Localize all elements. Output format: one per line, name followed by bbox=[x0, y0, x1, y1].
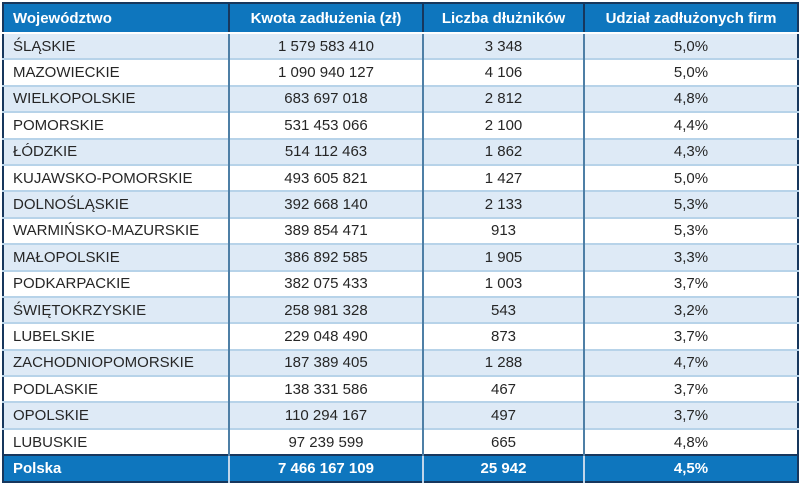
cell-udzial-zadluzonych-firm: 5,3% bbox=[583, 216, 798, 245]
cell-udzial-zadluzonych-firm: 5,0% bbox=[583, 33, 798, 60]
cell-wojewodztwo: WARMIŃSKO-MAZURSKIE bbox=[3, 216, 229, 245]
table-row: LUBELSKIE 229 048 490 873 3,7% bbox=[3, 322, 798, 350]
cell-udzial-zadluzonych-firm: 4,8% bbox=[583, 84, 798, 113]
table-row: ZACHODNIOPOMORSKIE 187 389 405 1 288 4,7% bbox=[3, 348, 798, 377]
cell-liczba-dluznikow: 665 bbox=[422, 427, 584, 456]
cell-wojewodztwo: KUJAWSKO-POMORSKIE bbox=[3, 163, 229, 192]
cell-udzial-zadluzonych-firm: 5,0% bbox=[583, 163, 798, 192]
cell-kwota-zadluzenia: 382 075 433 bbox=[228, 269, 423, 297]
cell-liczba-dluznikow: 1 427 bbox=[422, 163, 584, 192]
cell-wojewodztwo: MAŁOPOLSKIE bbox=[3, 243, 229, 271]
cell-wojewodztwo: PODLASKIE bbox=[3, 375, 229, 403]
cell-udzial-zadluzonych-firm: 5,0% bbox=[583, 58, 798, 86]
table-row: WARMIŃSKO-MAZURSKIE 389 854 471 913 5,3% bbox=[3, 216, 798, 245]
cell-udzial-zadluzonych-firm: 3,7% bbox=[583, 269, 798, 297]
cell-liczba-dluznikow: 873 bbox=[422, 322, 584, 350]
cell-kwota-zadluzenia: 392 668 140 bbox=[228, 190, 423, 218]
table-footer: Polska 7 466 167 109 25 942 4,5% bbox=[3, 454, 798, 483]
cell-liczba-dluznikow: 3 348 bbox=[422, 33, 584, 60]
header-row: Województwo Kwota zadłużenia (zł) Liczba d… bbox=[3, 3, 798, 34]
cell-wojewodztwo: DOLNOŚLĄSKIE bbox=[3, 190, 229, 218]
cell-wojewodztwo: ŚWIĘTOKRZYSKIE bbox=[3, 295, 229, 324]
cell-kwota-zadluzenia: 386 892 585 bbox=[228, 243, 423, 271]
cell-kwota-zadluzenia: 683 697 018 bbox=[228, 84, 423, 113]
cell-udzial-zadluzonych-firm: 4,7% bbox=[583, 348, 798, 377]
cell-kwota-zadluzenia: 1 090 940 127 bbox=[228, 58, 423, 86]
cell-udzial-zadluzonych-firm: 3,7% bbox=[583, 401, 798, 429]
cell-liczba-dluznikow: 4 106 bbox=[422, 58, 584, 86]
cell-liczba-dluznikow: 467 bbox=[422, 375, 584, 403]
cell-kwota-zadluzenia: 110 294 167 bbox=[228, 401, 423, 429]
cell-udzial-zadluzonych-firm: 3,2% bbox=[583, 295, 798, 324]
table-row: ŚLĄSKIE 1 579 583 410 3 348 5,0% bbox=[3, 33, 798, 60]
cell-liczba-dluznikow: 1 288 bbox=[422, 348, 584, 377]
debt-table: Województwo Kwota zadłużenia (zł) Liczba d… bbox=[2, 2, 799, 484]
cell-kwota-zadluzenia: 531 453 066 bbox=[228, 111, 423, 139]
cell-liczba-dluznikow: 1 905 bbox=[422, 243, 584, 271]
total-cell-wojewodztwo: Polska bbox=[3, 454, 229, 483]
column-header-udzial-zadluzonych-firm: Udział zadłużonych firm bbox=[583, 3, 798, 34]
cell-wojewodztwo: MAZOWIECKIE bbox=[3, 58, 229, 86]
cell-wojewodztwo: LUBUSKIE bbox=[3, 427, 229, 456]
cell-liczba-dluznikow: 1 003 bbox=[422, 269, 584, 297]
total-cell-liczba-dluznikow: 25 942 bbox=[422, 454, 584, 483]
cell-udzial-zadluzonych-firm: 3,3% bbox=[583, 243, 798, 271]
cell-kwota-zadluzenia: 97 239 599 bbox=[228, 427, 423, 456]
table-row: KUJAWSKO-POMORSKIE 493 605 821 1 427 5,0% bbox=[3, 163, 798, 192]
cell-wojewodztwo: LUBELSKIE bbox=[3, 322, 229, 350]
cell-kwota-zadluzenia: 187 389 405 bbox=[228, 348, 423, 377]
cell-liczba-dluznikow: 497 bbox=[422, 401, 584, 429]
table-row: OPOLSKIE 110 294 167 497 3,7% bbox=[3, 401, 798, 429]
cell-kwota-zadluzenia: 258 981 328 bbox=[228, 295, 423, 324]
cell-liczba-dluznikow: 2 812 bbox=[422, 84, 584, 113]
table-row: LUBUSKIE 97 239 599 665 4,8% bbox=[3, 427, 798, 456]
column-header-kwota-zadluzenia: Kwota zadłużenia (zł) bbox=[228, 3, 423, 34]
cell-wojewodztwo: WIELKOPOLSKIE bbox=[3, 84, 229, 113]
table-row: PODKARPACKIE 382 075 433 1 003 3,7% bbox=[3, 269, 798, 297]
cell-kwota-zadluzenia: 514 112 463 bbox=[228, 137, 423, 165]
cell-kwota-zadluzenia: 138 331 586 bbox=[228, 375, 423, 403]
total-cell-kwota-zadluzenia: 7 466 167 109 bbox=[228, 454, 423, 483]
cell-liczba-dluznikow: 1 862 bbox=[422, 137, 584, 165]
cell-wojewodztwo: OPOLSKIE bbox=[3, 401, 229, 429]
cell-kwota-zadluzenia: 389 854 471 bbox=[228, 216, 423, 245]
table-row: WIELKOPOLSKIE 683 697 018 2 812 4,8% bbox=[3, 84, 798, 113]
cell-udzial-zadluzonych-firm: 3,7% bbox=[583, 375, 798, 403]
table-row: ŚWIĘTOKRZYSKIE 258 981 328 543 3,2% bbox=[3, 295, 798, 324]
cell-udzial-zadluzonych-firm: 3,7% bbox=[583, 322, 798, 350]
cell-udzial-zadluzonych-firm: 4,4% bbox=[583, 111, 798, 139]
cell-kwota-zadluzenia: 1 579 583 410 bbox=[228, 33, 423, 60]
cell-kwota-zadluzenia: 493 605 821 bbox=[228, 163, 423, 192]
cell-liczba-dluznikow: 2 133 bbox=[422, 190, 584, 218]
column-header-liczba-dluznikow: Liczba dłużników bbox=[422, 3, 584, 34]
cell-wojewodztwo: PODKARPACKIE bbox=[3, 269, 229, 297]
cell-udzial-zadluzonych-firm: 4,8% bbox=[583, 427, 798, 456]
cell-udzial-zadluzonych-firm: 5,3% bbox=[583, 190, 798, 218]
table-row: ŁÓDZKIE 514 112 463 1 862 4,3% bbox=[3, 137, 798, 165]
column-header-wojewodztwo: Województwo bbox=[3, 3, 229, 34]
table-header: Województwo Kwota zadłużenia (zł) Liczba d… bbox=[3, 3, 798, 34]
table-row: PODLASKIE 138 331 586 467 3,7% bbox=[3, 375, 798, 403]
cell-liczba-dluznikow: 543 bbox=[422, 295, 584, 324]
total-row: Polska 7 466 167 109 25 942 4,5% bbox=[3, 454, 798, 483]
cell-wojewodztwo: ŁÓDZKIE bbox=[3, 137, 229, 165]
cell-liczba-dluznikow: 913 bbox=[422, 216, 584, 245]
cell-kwota-zadluzenia: 229 048 490 bbox=[228, 322, 423, 350]
table-row: POMORSKIE 531 453 066 2 100 4,4% bbox=[3, 111, 798, 139]
cell-wojewodztwo: ŚLĄSKIE bbox=[13, 37, 76, 55]
cell-wojewodztwo: POMORSKIE bbox=[3, 111, 229, 139]
cell-wojewodztwo: ZACHODNIOPOMORSKIE bbox=[3, 348, 229, 377]
table-row: MAŁOPOLSKIE 386 892 585 1 905 3,3% bbox=[3, 243, 798, 271]
cell-udzial-zadluzonych-firm: 4,3% bbox=[583, 137, 798, 165]
cell-liczba-dluznikow: 2 100 bbox=[422, 111, 584, 139]
total-cell-udzial-zadluzonych-firm: 4,5% bbox=[583, 454, 798, 483]
table-row: DOLNOŚLĄSKIE 392 668 140 2 133 5,3% bbox=[3, 190, 798, 218]
table-body: ŚLĄSKIE 1 579 583 410 3 348 5,0% MAZOWIECKIE… bbox=[3, 33, 798, 456]
table-row: MAZOWIECKIE 1 090 940 127 4 106 5,0% bbox=[3, 58, 798, 86]
